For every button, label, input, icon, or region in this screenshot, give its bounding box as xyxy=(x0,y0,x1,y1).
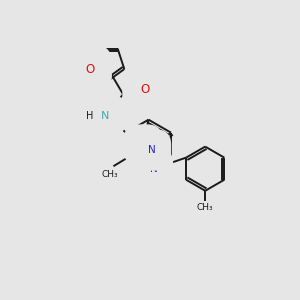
Text: N: N xyxy=(139,140,147,150)
Text: O: O xyxy=(140,82,149,95)
Text: N: N xyxy=(148,145,156,155)
Text: H: H xyxy=(86,110,93,121)
Text: O: O xyxy=(85,63,94,76)
Text: N: N xyxy=(101,110,109,121)
Text: CH₃: CH₃ xyxy=(197,203,214,212)
Text: CH₃: CH₃ xyxy=(102,170,118,179)
Text: N: N xyxy=(150,164,158,174)
